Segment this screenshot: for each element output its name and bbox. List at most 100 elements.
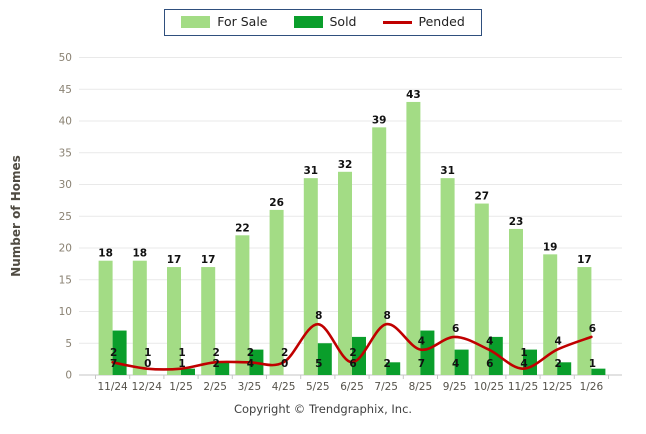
for-sale-value-label: 17 xyxy=(167,254,182,266)
for-sale-bar xyxy=(474,203,489,375)
for-sale-value-label: 31 xyxy=(303,165,318,177)
pended-value-label: 8 xyxy=(315,310,322,322)
y-tick-label: 5 xyxy=(65,338,72,350)
sold-swatch-icon xyxy=(293,16,323,29)
pended-value-label: 2 xyxy=(349,347,356,359)
pended-value-label: 2 xyxy=(281,347,288,359)
sold-value-label: 6 xyxy=(486,358,493,370)
copyright-text: Copyright © Trendgraphix, Inc. xyxy=(233,402,413,416)
sold-bar xyxy=(181,368,195,375)
y-tick-label: 40 xyxy=(59,116,72,128)
for-sale-bar xyxy=(440,178,455,375)
for-sale-swatch-icon xyxy=(181,16,211,29)
sold-value-label: 4 xyxy=(520,358,527,370)
for-sale-bar xyxy=(338,171,352,375)
for-sale-value-label: 18 xyxy=(98,248,113,260)
x-tick-label: 4/25 xyxy=(272,381,296,393)
for-sale-bar xyxy=(372,127,387,375)
for-sale-bar xyxy=(269,209,284,375)
y-tick-label: 20 xyxy=(59,243,72,255)
legend-box: For Sale Sold Pended xyxy=(164,9,482,36)
sold-value-label: 1 xyxy=(589,358,596,370)
for-sale-value-label: 32 xyxy=(338,159,353,171)
pended-value-label: 1 xyxy=(178,347,185,359)
pended-value-label: 8 xyxy=(384,310,391,322)
x-tick-label: 8/25 xyxy=(409,381,433,393)
for-sale-bar xyxy=(543,254,558,375)
for-sale-value-label: 26 xyxy=(269,197,284,209)
legend-label-for-sale: For Sale xyxy=(217,14,268,29)
sold-bar xyxy=(557,362,572,375)
for-sale-value-label: 19 xyxy=(543,241,558,253)
y-tick-label: 0 xyxy=(65,370,72,382)
sold-bar xyxy=(488,336,503,375)
x-tick-label: 1/25 xyxy=(169,381,193,393)
sold-value-label: 0 xyxy=(281,358,288,370)
pended-line xyxy=(111,322,593,371)
for-sale-value-label: 39 xyxy=(372,114,387,126)
for-sale-bar xyxy=(201,267,216,375)
for-sale-bar xyxy=(132,260,147,375)
pended-value-label: 2 xyxy=(213,347,220,359)
for-sale-value-label: 18 xyxy=(132,248,147,260)
sold-bar xyxy=(454,349,469,375)
x-tick-label: 2/25 xyxy=(203,381,227,393)
pended-swatch-icon xyxy=(382,20,412,24)
sold-value-label: 5 xyxy=(315,358,322,370)
y-tick-label: 15 xyxy=(59,274,72,286)
x-tick-label: 11/24 xyxy=(97,381,128,393)
x-tick-label: 11/25 xyxy=(508,381,538,393)
pended-value-label: 1 xyxy=(144,347,151,359)
for-sale-bar xyxy=(509,228,523,375)
legend-label-pended: Pended xyxy=(418,14,465,29)
sold-bar xyxy=(591,368,606,375)
for-sale-bar xyxy=(98,260,113,375)
for-sale-bar xyxy=(406,101,421,375)
legend-label-sold: Sold xyxy=(329,14,357,29)
sold-bar xyxy=(420,330,435,375)
x-tick-label: 9/25 xyxy=(443,381,467,393)
sold-value-label: 4 xyxy=(247,358,254,370)
y-tick-label: 45 xyxy=(59,84,72,96)
for-sale-value-label: 22 xyxy=(235,222,250,234)
sold-bar xyxy=(352,336,366,375)
y-tick-label: 25 xyxy=(59,211,72,223)
sold-value-label: 6 xyxy=(349,358,356,370)
x-tick-label: 5/25 xyxy=(306,381,330,393)
y-tick-label: 35 xyxy=(59,147,72,159)
sold-bar xyxy=(215,362,230,375)
pended-value-label: 4 xyxy=(418,336,425,348)
x-tick-label: 12/24 xyxy=(132,381,163,393)
legend-item-pended: Pended xyxy=(382,14,465,29)
for-sale-bar xyxy=(577,267,592,375)
sold-value-label: 1 xyxy=(178,358,185,370)
pended-value-label: 1 xyxy=(520,347,527,359)
sold-value-label: 2 xyxy=(384,358,391,370)
y-tick-label: 30 xyxy=(59,179,72,191)
x-tick-label: 7/25 xyxy=(374,381,398,393)
sold-bar xyxy=(317,343,332,375)
x-tick-label: 3/25 xyxy=(238,381,262,393)
for-sale-bar xyxy=(235,235,250,375)
x-tick-label: 1/26 xyxy=(580,381,604,393)
y-tick-label: 50 xyxy=(59,52,72,64)
sold-value-label: 0 xyxy=(144,358,151,370)
sold-value-label: 7 xyxy=(418,358,425,370)
for-sale-value-label: 31 xyxy=(440,165,455,177)
pended-value-label: 4 xyxy=(486,336,493,348)
for-sale-value-label: 17 xyxy=(577,254,592,266)
pended-value-label: 6 xyxy=(452,323,459,335)
sold-value-label: 2 xyxy=(213,358,220,370)
sold-value-label: 2 xyxy=(555,358,562,370)
for-sale-value-label: 23 xyxy=(509,216,524,228)
for-sale-value-label: 17 xyxy=(201,254,216,266)
pended-value-label: 2 xyxy=(110,347,117,359)
sold-value-label: 7 xyxy=(110,358,117,370)
pended-value-label: 6 xyxy=(589,323,596,335)
for-sale-value-label: 27 xyxy=(474,191,489,203)
legend-item-sold: Sold xyxy=(293,14,357,29)
x-tick-label: 12/25 xyxy=(542,381,572,393)
sold-bar xyxy=(386,362,401,375)
